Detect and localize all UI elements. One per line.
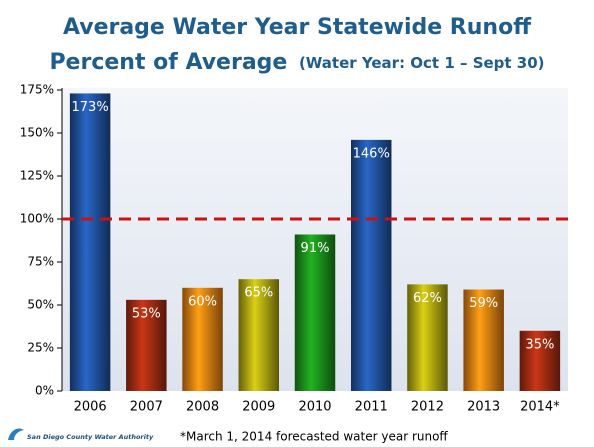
- bar: [294, 234, 336, 391]
- x-tick-label: 2006: [74, 400, 107, 415]
- value-label: 59%: [469, 296, 498, 311]
- value-label: 65%: [244, 286, 273, 301]
- bar: [350, 139, 392, 391]
- value-label: 62%: [413, 291, 442, 306]
- bar: [238, 279, 280, 391]
- bar: [126, 299, 167, 391]
- x-tick-label: 2007: [130, 400, 163, 415]
- y-tick-label: 150%: [20, 126, 54, 140]
- x-tick-label: 2010: [298, 400, 331, 415]
- footnote: *March 1, 2014 forecasted water year run…: [180, 430, 448, 444]
- bar: [182, 287, 223, 391]
- x-tick-label: 2008: [186, 400, 219, 415]
- chart-title: Average Water Year Statewide Runoff: [63, 15, 532, 40]
- value-label: 35%: [525, 337, 554, 352]
- x-tick-label: 2013: [467, 400, 500, 415]
- y-tick-label: 0%: [35, 384, 54, 398]
- y-tick-label: 100%: [20, 212, 54, 226]
- value-label: 173%: [72, 100, 109, 115]
- x-tick-label: 2011: [355, 400, 388, 415]
- bar: [463, 289, 504, 391]
- chart-subtitle: Percent of Average (Water Year: Oct 1 – …: [49, 50, 544, 75]
- value-label: 60%: [188, 294, 217, 309]
- x-tick-label: 2009: [242, 400, 275, 415]
- x-tick-label: 2012: [411, 400, 444, 415]
- logo-icon: [8, 428, 24, 440]
- value-label: 146%: [353, 146, 390, 161]
- bar: [407, 284, 448, 391]
- value-label: 91%: [301, 241, 330, 256]
- y-tick-label: 75%: [27, 255, 54, 269]
- y-tick-label: 50%: [27, 298, 54, 312]
- subtitle-note: (Water Year: Oct 1 – Sept 30): [299, 54, 545, 72]
- bar: [519, 330, 561, 391]
- y-tick-label: 125%: [20, 169, 54, 183]
- bar: [69, 93, 111, 391]
- subtitle: Percent of Average: [49, 50, 287, 75]
- y-tick-label: 175%: [20, 83, 54, 97]
- y-tick-label: 25%: [27, 341, 54, 355]
- value-label: 53%: [132, 306, 161, 321]
- logo-text: San Diego County Water Authority: [27, 433, 154, 441]
- x-tick-label: 2014*: [520, 400, 560, 415]
